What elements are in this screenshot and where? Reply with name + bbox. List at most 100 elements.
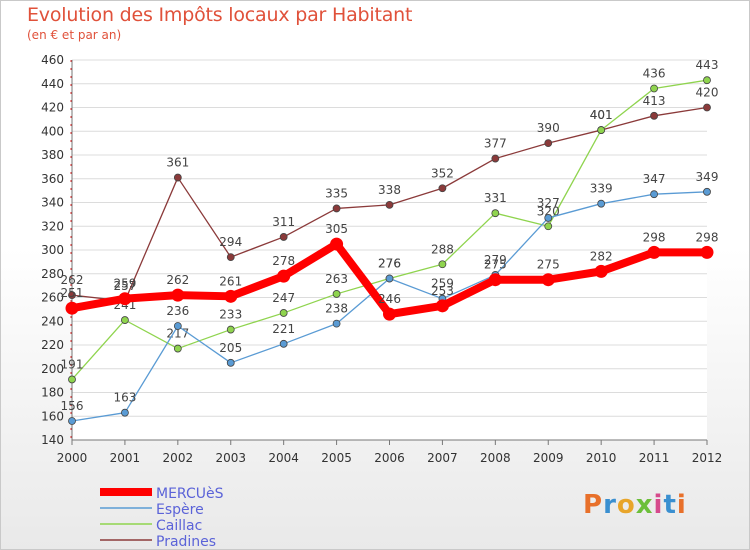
data-label: 276 xyxy=(378,257,401,271)
data-point xyxy=(647,245,661,259)
data-label: 191 xyxy=(61,357,84,371)
data-point xyxy=(385,274,394,283)
data-point xyxy=(703,103,711,112)
data-point xyxy=(173,322,182,330)
legend-label: MERCUèS xyxy=(156,486,224,502)
data-point xyxy=(65,301,79,315)
data-label: 377 xyxy=(484,137,507,151)
data-label: 311 xyxy=(272,215,295,229)
logo-letter: i xyxy=(676,490,687,520)
logo-letter: t xyxy=(663,490,677,520)
data-point xyxy=(544,214,553,222)
x-tick-label: 2001 xyxy=(110,451,141,465)
data-point xyxy=(171,288,185,302)
data-label: 251 xyxy=(61,286,84,300)
data-point xyxy=(330,237,344,251)
data-label: 401 xyxy=(590,108,613,122)
data-label: 298 xyxy=(696,230,719,244)
data-label: 298 xyxy=(643,230,666,244)
chart-title: Evolution des Impôts locaux par Habitant xyxy=(27,4,413,26)
data-point xyxy=(173,173,182,182)
data-label: 349 xyxy=(696,170,719,184)
data-label: 275 xyxy=(537,258,560,272)
chart-subtitle: (en € et par an) xyxy=(27,28,122,42)
data-point xyxy=(594,264,608,278)
data-point xyxy=(68,291,76,300)
y-tick-label: 160 xyxy=(41,409,64,423)
data-point xyxy=(438,184,447,193)
y-tick-label: 240 xyxy=(41,314,64,328)
data-label: 278 xyxy=(272,254,295,268)
y-tick-label: 360 xyxy=(41,172,64,186)
data-label: 339 xyxy=(590,182,613,196)
y-tick-label: 140 xyxy=(41,433,64,447)
data-label: 401 xyxy=(590,108,613,122)
data-label: 163 xyxy=(113,391,136,405)
data-point xyxy=(332,319,341,328)
x-tick-label: 2009 xyxy=(533,451,564,465)
data-label: 261 xyxy=(219,274,242,288)
data-label: 335 xyxy=(325,186,348,200)
data-point xyxy=(435,299,449,313)
y-tick-label: 320 xyxy=(41,219,64,233)
y-tick-label: 440 xyxy=(41,77,64,91)
data-point xyxy=(226,325,235,334)
data-point xyxy=(279,309,288,317)
data-label: 420 xyxy=(696,86,719,100)
data-point xyxy=(541,273,555,287)
data-point xyxy=(173,344,182,353)
data-label: 305 xyxy=(325,222,348,236)
data-label: 275 xyxy=(484,258,507,272)
data-point xyxy=(650,84,658,93)
data-label: 259 xyxy=(431,277,454,291)
data-label: 257 xyxy=(113,279,136,293)
data-label: 320 xyxy=(537,204,560,218)
data-point xyxy=(121,408,129,417)
x-tick-label: 2011 xyxy=(639,451,670,465)
data-point xyxy=(491,154,500,163)
data-label: 259 xyxy=(113,277,136,291)
data-label: 294 xyxy=(219,235,242,249)
data-label: 282 xyxy=(590,249,613,263)
x-tick-label: 2006 xyxy=(374,451,405,465)
y-tick-label: 180 xyxy=(41,386,64,400)
logo-letter: x xyxy=(635,490,654,520)
x-tick-label: 2012 xyxy=(692,451,723,465)
data-point xyxy=(383,307,396,321)
data-point xyxy=(226,358,235,367)
data-label: 246 xyxy=(378,292,401,306)
data-label: 205 xyxy=(219,341,242,355)
data-label: 288 xyxy=(431,242,454,256)
logo-letter: r xyxy=(603,490,617,520)
logo-letter: i xyxy=(653,490,664,520)
x-tick-label: 2005 xyxy=(321,451,352,465)
data-point xyxy=(491,209,500,218)
data-label: 233 xyxy=(219,308,242,322)
data-point xyxy=(68,417,76,425)
y-tick-label: 300 xyxy=(41,243,64,257)
data-label: 262 xyxy=(61,273,84,287)
logo-letter: P xyxy=(583,490,604,520)
y-tick-label: 460 xyxy=(41,53,64,67)
data-point xyxy=(226,253,235,262)
y-tick-label: 280 xyxy=(41,267,64,281)
data-label: 390 xyxy=(537,121,560,135)
data-point xyxy=(279,233,288,241)
data-point xyxy=(438,260,447,269)
data-point xyxy=(488,273,502,287)
data-label: 361 xyxy=(166,156,189,170)
data-label: 276 xyxy=(378,257,401,271)
data-label: 238 xyxy=(325,302,348,316)
data-label: 262 xyxy=(166,273,189,287)
data-label: 221 xyxy=(272,322,295,336)
data-point xyxy=(597,126,606,134)
data-point xyxy=(118,292,132,306)
data-label: 156 xyxy=(61,399,84,413)
data-label: 279 xyxy=(484,253,507,267)
data-point xyxy=(703,76,711,85)
data-point xyxy=(544,222,553,231)
data-label: 327 xyxy=(537,196,560,210)
legend-label: Caillac xyxy=(156,518,202,534)
y-tick-label: 220 xyxy=(41,338,64,352)
